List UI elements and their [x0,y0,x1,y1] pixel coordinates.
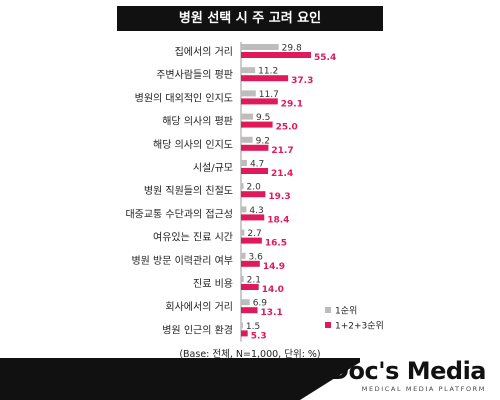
category-label: 회사에서의 거리 [165,301,233,313]
brand-footer: Doc's Media MEDICAL MEDIA PLATFORM [0,356,500,400]
bar-series-2 [241,191,266,198]
category-label: 해당 의사의 인지도 [153,138,233,151]
category-label: 병원 인근의 환경 [162,323,233,336]
bar-series-1 [241,299,250,306]
data-label-series-2: 19.3 [268,192,290,202]
data-label-series-1: 4.3 [249,206,263,216]
category-label: 대중교통 수단과의 접근성 [125,208,233,220]
data-label-series-2: 14.9 [263,262,285,272]
legend-label-series-1: 1순위 [335,306,357,317]
category-label: 병원 직원들의 친절도 [144,184,233,197]
data-label-series-2: 55.4 [314,53,336,63]
bar-series-1 [241,136,253,143]
bar-series-1 [241,229,245,236]
data-label-series-1: 6.9 [253,299,268,309]
data-label-series-2: 16.5 [265,239,287,249]
bar-series-2 [241,307,258,314]
bar-series-1 [241,322,243,329]
bar-series-1 [241,113,254,120]
data-label-series-1: 11.7 [259,90,279,100]
data-label-series-1: 2.0 [247,183,262,193]
bar-series-1 [241,90,256,97]
data-label-series-2: 25.0 [276,123,298,133]
bar-series-2 [241,75,289,82]
data-label-series-2: 29.1 [281,99,303,109]
data-label-series-1: 3.6 [249,252,264,262]
base-note: (Base: 전체, N=1,000, 단위: %) [179,349,321,360]
data-label-series-1: 11.2 [258,67,278,77]
category-label: 병원의 대외적인 인지도 [135,92,233,104]
bar-series-2 [241,284,259,290]
bar-series-2 [241,52,311,58]
bar-chart: 집에서의 거리 29.8 55.4 주변사람들의 평판 11.2 37.3 병원의 대외적인… [125,42,384,342]
category-label: 진료 비용 [193,278,233,290]
category-label: 집에서의 거리 [175,46,233,58]
bar-series-1 [241,206,247,213]
data-label-series-2: 21.7 [271,146,293,156]
bar-series-1 [241,183,244,190]
data-label-series-2: 18.4 [267,215,289,225]
legend-label-series-2: 1+2+3순위 [335,321,384,332]
bar-series-2 [241,237,262,244]
data-label-series-1: 1.5 [246,322,260,332]
legend-swatch-series-1 [325,307,331,313]
category-label: 여유있는 진료 시간 [153,232,233,244]
data-label-series-1: 2.7 [247,229,261,239]
bar-series-2 [241,98,278,105]
chart-title: 병원 선택 시 주 고려 요인 [117,6,383,31]
bar-series-2 [241,214,265,221]
data-label-series-2: 5.3 [251,331,267,341]
bar-series-1 [241,276,244,282]
data-label-series-1: 29.8 [282,44,302,54]
brand-logo-text: Doc's Media [329,357,486,385]
bar-series-2 [241,168,269,174]
data-label-series-2: 37.3 [291,76,313,86]
bar-series-1 [241,252,246,259]
data-label-series-1: 4.7 [250,160,264,170]
legend-swatch-series-2 [325,322,331,328]
bar-series-1 [241,67,256,74]
category-label: 해당 의사의 평판 [162,115,233,128]
bar-series-2 [241,121,273,128]
bar-series-2 [241,330,248,337]
bar-series-2 [241,260,260,267]
brand-tagline: MEDICAL MEDIA PLATFORM [361,385,486,393]
bar-series-1 [241,44,279,50]
category-label: 주변사람들의 평판 [156,68,233,81]
data-label-series-2: 21.4 [271,169,293,179]
bar-series-1 [241,160,247,166]
category-label: 시설/규모 [193,162,233,174]
data-label-series-2: 13.1 [261,308,283,318]
data-label-series-1: 9.5 [256,113,270,123]
bar-series-2 [241,144,269,151]
brand-wedge [300,356,370,400]
data-label-series-1: 9.2 [256,136,270,146]
category-label: 병원 방문 이력관리 여부 [131,255,233,267]
data-label-series-1: 2.1 [247,276,261,286]
data-label-series-2: 14.0 [262,285,284,295]
